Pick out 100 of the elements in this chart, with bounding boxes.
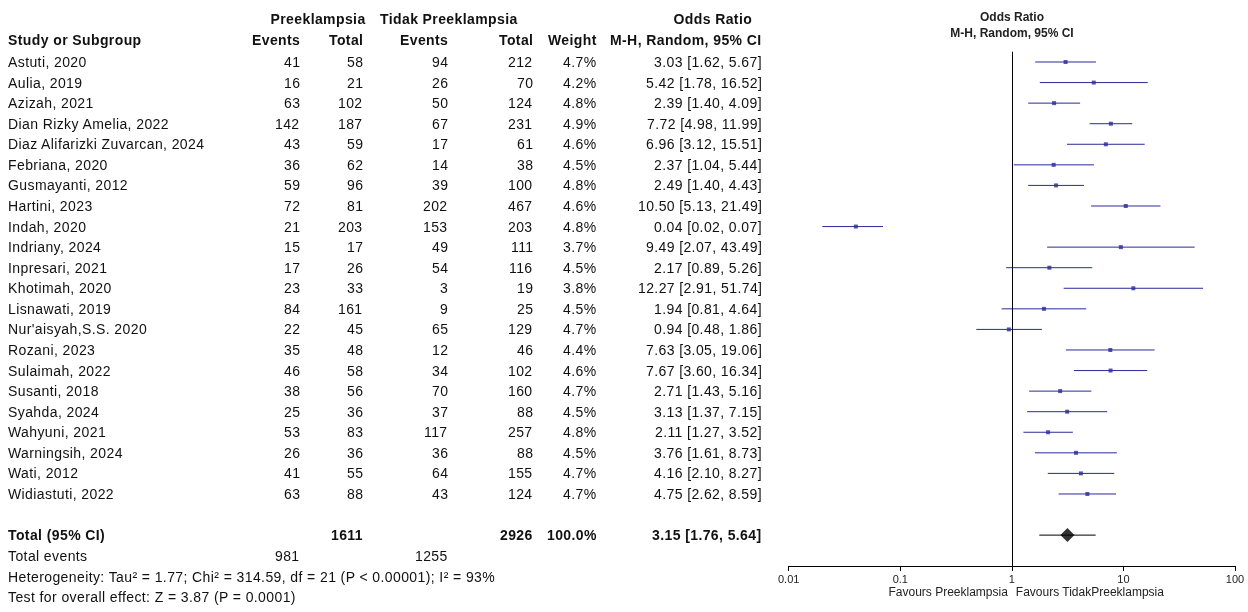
category-label: Inpresari, 2021 bbox=[8, 259, 108, 276]
data-label: 1611 bbox=[331, 527, 363, 544]
data-label: 2.49 [1.40, 4.43] bbox=[654, 177, 762, 194]
category-label: Warningsih, 2024 bbox=[8, 444, 123, 461]
text: M-H, Random, 95% CI bbox=[610, 32, 762, 48]
text: Total bbox=[499, 32, 534, 48]
data-label: 1255 bbox=[415, 547, 448, 564]
data-label: 26 bbox=[284, 444, 301, 461]
data-label: 46 bbox=[284, 362, 301, 379]
data-label: 142 bbox=[275, 115, 300, 132]
data-label: 53 bbox=[284, 424, 301, 441]
data-label: 2.39 [1.40, 4.09] bbox=[654, 95, 762, 112]
category-label: Hartini, 2023 bbox=[8, 197, 93, 214]
data-label: 9.49 [2.07, 43.49] bbox=[646, 239, 763, 256]
data-label: 4.7% bbox=[563, 485, 597, 502]
data-label: 4.6% bbox=[563, 136, 597, 153]
category-label: Widiastuti, 2022 bbox=[8, 485, 115, 502]
text: Tidak Preeklampsia bbox=[380, 11, 518, 27]
data-label: 4.5% bbox=[563, 259, 597, 276]
data-label: 81 bbox=[347, 197, 364, 214]
data-label: 4.5% bbox=[563, 300, 597, 317]
data-label: 23 bbox=[284, 280, 301, 297]
category-label: Wati, 2012 bbox=[8, 465, 79, 482]
data-label: 45 bbox=[347, 321, 364, 338]
data-label: 153 bbox=[423, 218, 448, 235]
category-label: Wahyuni, 2021 bbox=[8, 424, 107, 441]
data-label: 6.96 [3.12, 15.51] bbox=[646, 136, 763, 153]
data-label: 39 bbox=[432, 177, 449, 194]
data-label: 56 bbox=[347, 383, 364, 400]
text: Weight bbox=[548, 32, 597, 48]
data-label: 88 bbox=[347, 485, 364, 502]
data-label: 7.67 [3.60, 16.34] bbox=[646, 362, 763, 379]
data-label: 54 bbox=[432, 259, 449, 276]
data-label: 38 bbox=[284, 383, 301, 400]
data-label: 88 bbox=[517, 444, 534, 461]
data-label: 4.7% bbox=[563, 383, 597, 400]
category-label: Lisnawati, 2019 bbox=[8, 300, 112, 317]
data-label: 84 bbox=[284, 300, 301, 317]
data-label: 4.2% bbox=[563, 74, 597, 91]
data-label: 203 bbox=[508, 218, 533, 235]
data-label: 3.13 [1.37, 7.15] bbox=[654, 403, 762, 420]
data-label: 22 bbox=[284, 321, 301, 338]
data-label: 72 bbox=[284, 197, 301, 214]
data-label: 46 bbox=[517, 341, 534, 358]
data-label: 202 bbox=[423, 197, 448, 214]
data-label: 4.8% bbox=[563, 424, 597, 441]
data-label: 19 bbox=[517, 280, 534, 297]
text: Favours Preeklampsia bbox=[888, 584, 1009, 599]
data-label: 36 bbox=[432, 444, 449, 461]
data-label: 17 bbox=[432, 136, 449, 153]
data-label: 35 bbox=[284, 341, 301, 358]
data-label: 43 bbox=[432, 485, 449, 502]
x-tick-label: 100 bbox=[1225, 573, 1245, 586]
category-label: Total (95% CI) bbox=[8, 527, 106, 544]
category-label: Indriany, 2024 bbox=[8, 239, 102, 256]
text: Study or Subgroup bbox=[8, 32, 142, 48]
data-label: 63 bbox=[284, 95, 301, 112]
chart-title: Odds Ratio bbox=[979, 10, 1045, 24]
data-label: 161 bbox=[338, 300, 363, 317]
data-label: 17 bbox=[347, 239, 364, 256]
data-label: 21 bbox=[347, 74, 364, 91]
x-tick-label: 0.1 bbox=[892, 573, 908, 586]
data-label: 4.7% bbox=[563, 321, 597, 338]
data-label: 43 bbox=[284, 136, 301, 153]
data-label: 26 bbox=[432, 74, 449, 91]
data-label: 70 bbox=[517, 74, 534, 91]
data-label: 48 bbox=[347, 341, 364, 358]
data-label: 2.17 [0.89, 5.26] bbox=[654, 259, 762, 276]
data-label: 124 bbox=[508, 485, 533, 502]
text: Events bbox=[400, 32, 449, 48]
data-label: 15 bbox=[284, 239, 301, 256]
data-label: 155 bbox=[508, 465, 533, 482]
data-label: 58 bbox=[347, 54, 364, 70]
data-label: 61 bbox=[517, 136, 534, 153]
data-label: 4.7% bbox=[563, 54, 597, 70]
data-label: 3.03 [1.62, 5.67] bbox=[654, 54, 762, 70]
data-label: 467 bbox=[508, 197, 533, 214]
data-label: 17 bbox=[284, 259, 301, 276]
data-label: 5.42 [1.78, 16.52] bbox=[646, 74, 763, 91]
category-label: Aulia, 2019 bbox=[8, 74, 83, 91]
data-label: 12.27 [2.91, 51.74] bbox=[638, 280, 763, 297]
data-label: 50 bbox=[432, 95, 449, 112]
data-label: 36 bbox=[347, 403, 364, 420]
data-label: 2.71 [1.43, 5.16] bbox=[654, 383, 762, 400]
text: Heterogeneity: Tau² = 1.77; Chi² = 314.59, df = 21 (P < 0.00001); I² = 93% bbox=[8, 569, 496, 585]
data-label: 7.63 [3.05, 19.06] bbox=[646, 341, 763, 358]
data-label: 212 bbox=[508, 54, 533, 70]
category-label: Febriana, 2020 bbox=[8, 156, 108, 173]
text: Test for overall effect: Z = 3.87 (P = 0.0001) bbox=[8, 589, 296, 605]
data-label: 0.04 [0.02, 0.07] bbox=[654, 218, 762, 235]
data-label: 4.6% bbox=[563, 362, 597, 379]
data-label: 59 bbox=[347, 136, 364, 153]
data-label: 65 bbox=[432, 321, 449, 338]
data-label: 4.6% bbox=[563, 197, 597, 214]
data-label: 33 bbox=[347, 280, 364, 297]
data-label: 63 bbox=[284, 485, 301, 502]
data-label: 4.8% bbox=[563, 95, 597, 112]
data-label: 100 bbox=[508, 177, 533, 194]
data-label: 3 bbox=[440, 280, 449, 297]
data-label: 38 bbox=[517, 156, 534, 173]
